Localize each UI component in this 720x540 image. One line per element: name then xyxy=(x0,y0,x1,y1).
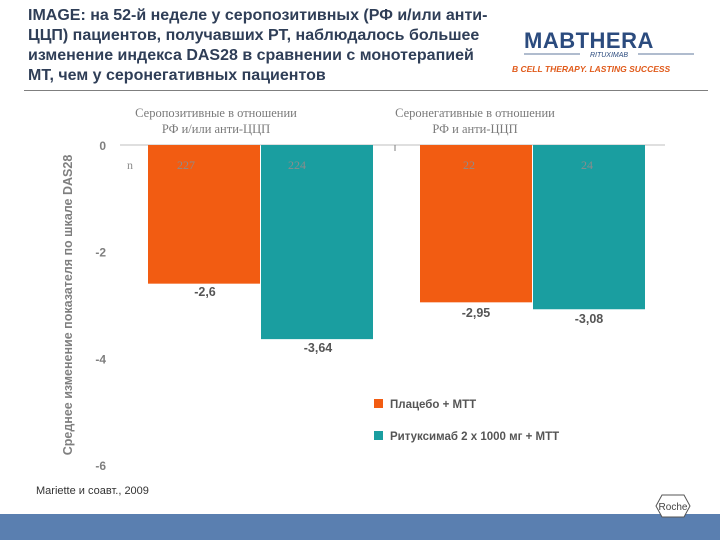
group-title-line: Серопозитивные в отношении xyxy=(135,106,297,120)
bar-placebo-group-1 xyxy=(148,145,260,284)
roche-logo: Roche xyxy=(655,494,691,518)
legend-label: Плацебо + МТТ xyxy=(390,399,476,411)
source-citation: Mariette и соавт., 2009 xyxy=(36,485,149,497)
bar-value-label: -3,08 xyxy=(575,312,604,326)
bar-rituximab-group-2 xyxy=(533,145,645,310)
group-title-line: РФ и/или анти-ЦЦП xyxy=(162,122,270,136)
legend-swatch xyxy=(374,431,383,440)
group-title: Серопозитивные в отношении РФ и/или анти-… xyxy=(135,106,297,136)
y-tick-label: -2 xyxy=(95,246,106,260)
group-title: Серонегативные в отношении РФ и анти-ЦЦП xyxy=(395,106,555,136)
footer-bar xyxy=(0,514,720,540)
y-tick-label: -6 xyxy=(95,459,106,473)
legend-label: Ритуксимаб 2 x 1000 мг + МТТ xyxy=(390,431,559,443)
sample-size-label: 22 xyxy=(463,158,475,172)
bar-value-label: -3,64 xyxy=(304,341,333,355)
bar-placebo-group-2 xyxy=(420,145,532,303)
logo-sub: RITUXIMAB xyxy=(590,52,628,59)
y-axis-label: Среднее изменение показателя по шкале DA… xyxy=(61,155,75,456)
title-divider xyxy=(24,90,708,91)
legend-swatch xyxy=(374,399,383,408)
sample-size-label: 24 xyxy=(581,158,593,172)
group-title-line: РФ и анти-ЦЦП xyxy=(432,122,517,136)
slide-title: IMAGE: на 52-й неделе у серопозитивных (… xyxy=(28,7,488,84)
chart: Среднее изменение показателя по шкале DA… xyxy=(61,106,665,473)
y-tick-label: 0 xyxy=(99,139,106,153)
sample-size-marker: n xyxy=(127,158,133,172)
roche-hexagon xyxy=(655,494,691,518)
group-title-line: Серонегативные в отношении xyxy=(395,106,555,120)
mabthera-logo: MABTHERA RITUXIMAB B CELL THERAPY. LASTI… xyxy=(508,24,708,82)
bar-value-label: -2,95 xyxy=(462,306,491,320)
y-tick-label: -4 xyxy=(95,352,106,366)
logo-tagline: B CELL THERAPY. LASTING SUCCESS xyxy=(512,64,671,74)
logo-brand: MABTHERA xyxy=(524,28,654,53)
sample-size-label: 227 xyxy=(177,158,195,172)
bar-rituximab-group-1 xyxy=(261,145,373,340)
sample-size-label: 224 xyxy=(288,158,306,172)
bar-value-label: -2,6 xyxy=(194,285,216,299)
roche-wordmark: Roche xyxy=(659,502,688,513)
